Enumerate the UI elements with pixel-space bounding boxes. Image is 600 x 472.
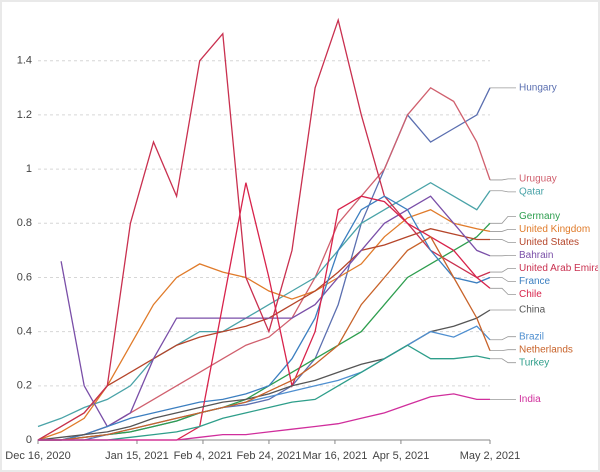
series-label: Chile [519, 289, 542, 300]
series-label: United Arab Emirates [519, 263, 598, 274]
series-label: France [519, 276, 551, 287]
leader-line [490, 268, 516, 273]
series-line [37, 208, 491, 441]
series-line [38, 393, 490, 441]
series-label: Turkey [519, 357, 549, 368]
series-line [38, 344, 491, 441]
x-tick-label: Jan 15, 2021 [105, 450, 169, 462]
series-label: China [519, 305, 546, 316]
leader-line [490, 277, 516, 282]
leader-line [490, 349, 516, 352]
y-tick-label: 0.4 [17, 326, 32, 338]
series-label: Germany [519, 211, 560, 222]
leader-line [490, 190, 516, 193]
series-label: Bahrain [519, 250, 553, 261]
series-label: United States [519, 237, 579, 248]
leader-line [490, 229, 516, 232]
leader-line [490, 178, 516, 181]
x-tick-label: Feb 4, 2021 [174, 450, 233, 462]
series-line [37, 17, 491, 441]
leader-line [490, 358, 516, 364]
leader-line [490, 239, 516, 243]
series-line [38, 195, 491, 441]
series-label: India [519, 394, 541, 405]
x-tick-label: May 2, 2021 [460, 450, 521, 462]
series-line [37, 309, 491, 441]
leader-line [490, 216, 516, 224]
series-label: Qatar [519, 187, 545, 198]
x-tick-label: Mar 16, 2021 [303, 450, 368, 462]
series-label: United Kingdom [519, 224, 590, 235]
x-tick-label: Apr 5, 2021 [372, 450, 429, 462]
series-label: Hungary [519, 82, 557, 93]
y-tick-label: 0 [26, 434, 32, 446]
series-label: Uruguay [519, 174, 557, 185]
leader-line [490, 287, 516, 295]
x-tick-label: Feb 24, 2021 [237, 450, 302, 462]
y-tick-label: 0.6 [17, 271, 32, 283]
y-tick-label: 1.4 [17, 55, 32, 67]
series-line [37, 181, 491, 428]
series-label: Netherlands [519, 344, 573, 355]
x-tick-label: Dec 16, 2020 [5, 450, 70, 462]
leader-line [490, 336, 516, 341]
y-tick-label: 1.2 [17, 109, 32, 121]
series-line [60, 195, 491, 428]
series-line [38, 235, 491, 441]
series-line [38, 182, 491, 441]
y-tick-label: 1 [26, 163, 32, 175]
series-label: Brazil [519, 331, 544, 342]
y-tick-label: 0.2 [17, 380, 32, 392]
y-tick-label: 0.8 [17, 217, 32, 229]
